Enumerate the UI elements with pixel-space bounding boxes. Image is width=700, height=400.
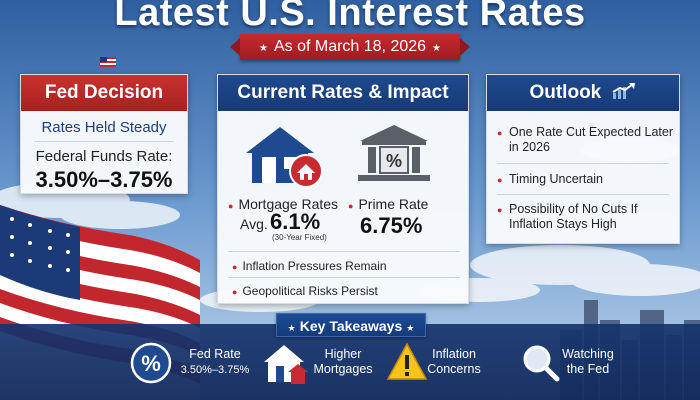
bank-icon: %	[358, 125, 430, 181]
mortgage-value: 6.1%	[270, 209, 321, 234]
house-icon	[246, 127, 323, 188]
bullet-icon: ●	[497, 205, 503, 215]
date-text: As of March 18, 2026	[273, 38, 427, 55]
key-takeaways-title: ★ Key Takeaways ★	[276, 313, 426, 337]
prime-value: 6.75%	[360, 213, 423, 238]
bullet-icon: ●	[228, 201, 234, 211]
svg-text:%: %	[141, 351, 161, 376]
divider	[228, 251, 460, 252]
outlook-panel: Outlook ● One Rate Cut Expected Later in …	[486, 74, 680, 244]
takeaway-watching-fed: Watching the Fed	[562, 347, 614, 376]
prime-label: ● Prime Rate	[348, 196, 429, 212]
fed-decision-panel: Fed Decision Rates Held Steady Federal F…	[20, 74, 188, 194]
bullet-icon: ●	[497, 175, 503, 185]
star-icon: ★	[432, 43, 442, 54]
mortgage-prefix: Avg.	[240, 216, 268, 232]
trend-chart-icon	[612, 83, 635, 99]
current-rates-panel: Current Rates & Impact % ● Mortgage Rates…	[217, 74, 469, 304]
magnifier-icon	[523, 345, 560, 382]
list-item: ● Timing Uncertain	[497, 172, 604, 186]
mortgage-note: (30-Year Fixed)	[272, 233, 327, 242]
divider	[228, 277, 460, 278]
fed-decision-title: Fed Decision	[21, 75, 187, 111]
star-icon: ★	[406, 323, 415, 333]
date-ribbon: ★ As of March 18, 2026 ★	[230, 34, 470, 60]
divider	[497, 194, 669, 195]
fed-decision-status: Rates Held Steady	[41, 119, 167, 136]
outlook-title: Outlook	[487, 75, 679, 111]
list-item: ● Possibility of No Cuts If Inflation Sta…	[497, 202, 638, 231]
divider	[497, 163, 669, 164]
small-flag-icon	[100, 57, 116, 67]
current-rates-title: Current Rates & Impact	[218, 75, 468, 111]
list-item: ● Inflation Pressures Remain	[232, 259, 387, 273]
takeaway-mortgages: Higher Mortgages	[313, 347, 373, 376]
bullet-icon: ●	[497, 128, 503, 138]
list-item: ● One Rate Cut Expected Later in 2026	[497, 125, 673, 154]
divider	[34, 141, 174, 142]
takeaway-fed-rate: Fed Rate 3.50%–3.75%	[180, 347, 250, 376]
house-icon	[264, 345, 308, 384]
mortgage-label: ● Mortgage Rates	[228, 196, 339, 212]
fed-rate-label: Federal Funds Rate:	[35, 148, 173, 165]
list-item: ● Geopolitical Risks Persist	[232, 284, 378, 298]
warning-icon	[386, 342, 428, 380]
percent-icon: %	[130, 342, 172, 384]
bullet-icon: ●	[232, 262, 238, 272]
bullet-icon: ●	[232, 287, 238, 297]
svg-text:%: %	[386, 151, 402, 171]
star-icon: ★	[287, 323, 296, 333]
fed-rate-value: 3.50%–3.75%	[35, 167, 173, 192]
bullet-icon: ●	[348, 201, 354, 211]
star-icon: ★	[258, 43, 268, 54]
page-title: Latest U.S. Interest Rates	[114, 0, 586, 34]
takeaway-inflation: Inflation Concerns	[427, 347, 481, 376]
